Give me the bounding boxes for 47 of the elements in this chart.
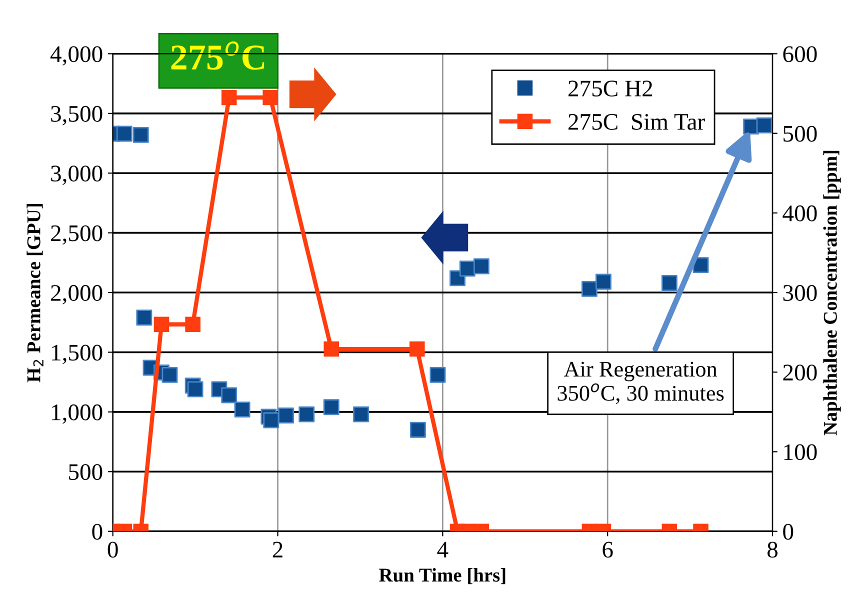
point xyxy=(596,274,612,290)
y-tick-label: 2,000 xyxy=(51,285,102,304)
y2-tick-label: 200 xyxy=(783,364,817,381)
y2-tick-label: 300 xyxy=(783,285,817,301)
y-tick-label: 4,000 xyxy=(50,46,102,66)
y-tick-label: 3,500 xyxy=(51,106,102,126)
y2-tick-label: 400 xyxy=(782,205,817,222)
point xyxy=(459,260,476,277)
y2-axis-title: Naphthalene Concentration [ppm] xyxy=(823,150,841,436)
point xyxy=(234,402,250,418)
point xyxy=(323,399,340,416)
point xyxy=(187,381,204,398)
point xyxy=(430,366,446,383)
y-tick-label: 500 xyxy=(69,464,102,480)
point xyxy=(278,408,294,424)
point xyxy=(581,280,598,297)
point xyxy=(298,406,315,422)
point xyxy=(473,258,490,274)
y-tick-label: 2,500 xyxy=(51,225,102,245)
y-tick-label: 1,500 xyxy=(52,344,102,364)
y-tick-label: 3,000 xyxy=(51,166,102,185)
x-tick-label: 6 xyxy=(602,542,613,558)
x-tick-label: 0 xyxy=(108,542,118,558)
y-axis-title: H$_{2}$ Permeance [GPU] xyxy=(26,204,44,382)
point xyxy=(132,126,149,143)
x-tick-label: 4 xyxy=(437,542,448,558)
point xyxy=(353,406,370,422)
point xyxy=(136,310,152,326)
y-tick-label: 0 xyxy=(92,524,102,540)
point xyxy=(263,412,280,428)
y2-tick-label: 100 xyxy=(784,444,817,460)
point xyxy=(410,422,426,438)
point xyxy=(116,126,132,142)
y-tick-label: 1,000 xyxy=(52,404,102,424)
annotation: Air Regeneration 350$^{o}$C, 30 minutes xyxy=(558,362,724,404)
legend-label: 275C H2 xyxy=(568,80,652,97)
legend-label: 275C Sim Tar xyxy=(568,114,705,130)
point xyxy=(756,117,772,134)
y2-tick-label: 0 xyxy=(783,524,794,540)
y2-tick-label: 600 xyxy=(783,46,817,62)
point xyxy=(661,275,678,291)
point xyxy=(221,387,238,404)
x-axis-title: Run Time [hrs] xyxy=(379,568,506,584)
point xyxy=(162,366,178,383)
x-tick-label: 2 xyxy=(272,542,282,558)
x-tick-label: 8 xyxy=(768,542,778,558)
y2-tick-label: 500 xyxy=(784,126,817,142)
